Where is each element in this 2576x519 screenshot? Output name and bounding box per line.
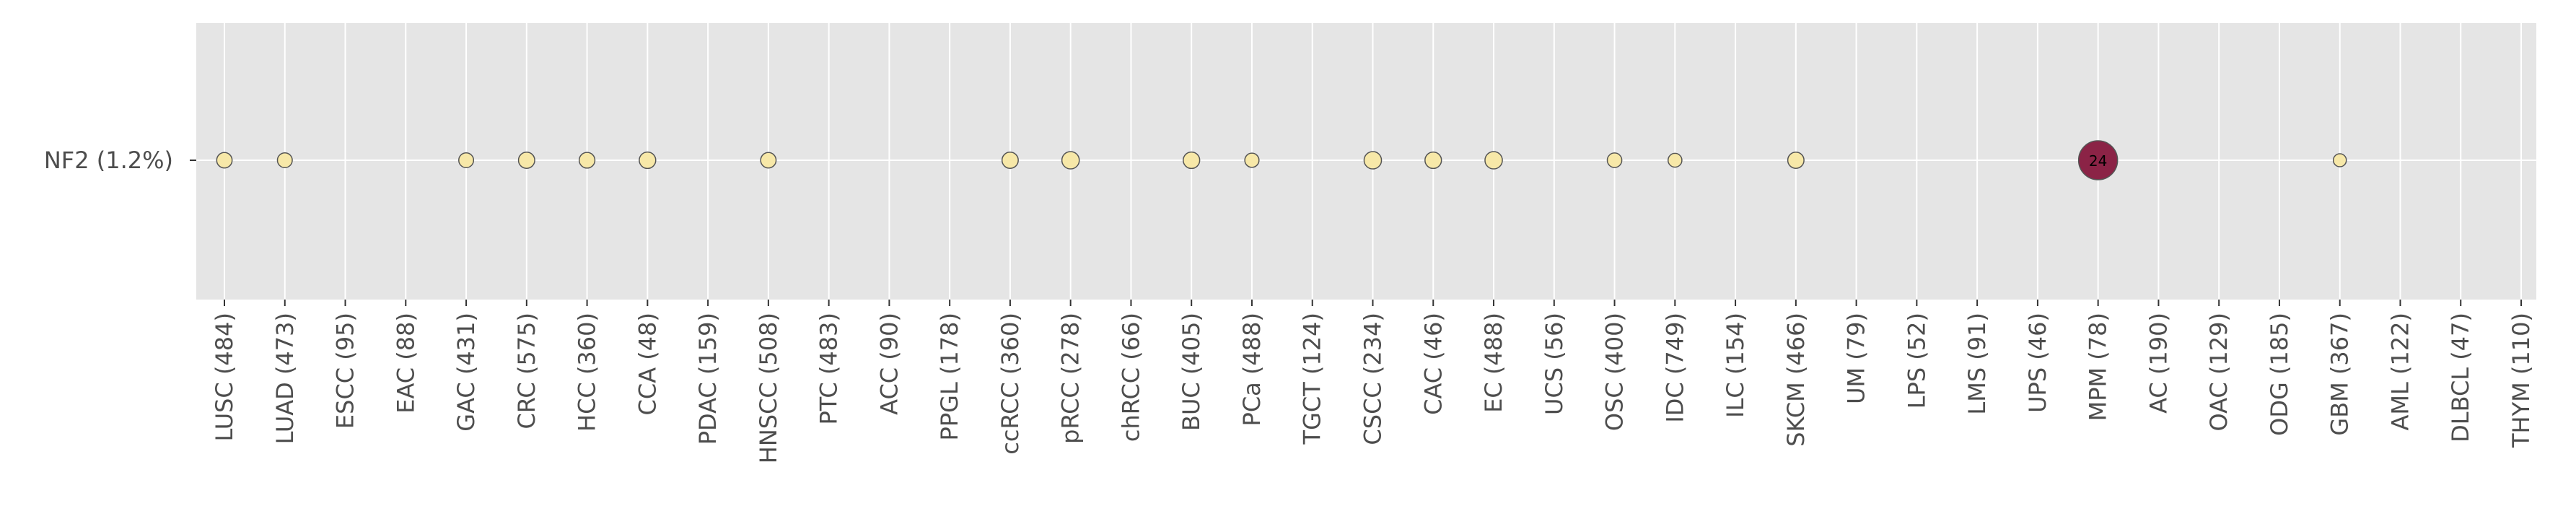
- x-tick-label: PTC (483): [815, 313, 843, 425]
- bubbles: 24: [216, 140, 2347, 180]
- bubble: [2332, 153, 2347, 167]
- x-tick-label: PDAC (159): [694, 313, 722, 445]
- axis-ticks: [190, 160, 2522, 306]
- x-tick-label: MPM (78): [2085, 313, 2112, 421]
- x-tick-label: ESCC (95): [332, 313, 359, 429]
- bubble: [1244, 152, 1260, 168]
- bubble: [1606, 152, 1623, 168]
- x-tick-label: AML (122): [2386, 313, 2414, 431]
- x-tick-label: OSC (400): [1601, 313, 1629, 431]
- x-tick-label: PCa (488): [1238, 313, 1266, 426]
- bubble: [1424, 151, 1442, 170]
- x-tick-label: UPS (46): [2024, 313, 2051, 413]
- x-tick-label: ccRCC (360): [996, 313, 1024, 455]
- x-tick-label: ACC (90): [875, 313, 903, 415]
- row-labels: NF2 (1.2%): [44, 147, 173, 174]
- x-tick-label: LPS (52): [1903, 313, 1930, 409]
- x-tick-label: THYM (110): [2507, 313, 2535, 448]
- x-tick-label: PPGL (178): [936, 313, 963, 440]
- x-tick-label: UCS (56): [1541, 313, 1568, 415]
- x-tick-label: LUAD (473): [271, 313, 299, 444]
- bubble: [760, 152, 777, 169]
- x-tick-label: LMS (91): [1963, 313, 1991, 415]
- bubble: [578, 152, 596, 169]
- x-tick-label: HNSCC (508): [755, 313, 782, 463]
- x-tick-label: CAC (46): [1419, 313, 1447, 415]
- bubble: [1484, 151, 1503, 170]
- bubble: [517, 152, 535, 169]
- x-tick-label: GAC (431): [452, 313, 480, 432]
- x-tick-label: UM (79): [1843, 313, 1870, 404]
- x-tick-label: ILC (154): [1722, 313, 1749, 418]
- x-tick-label: DLBCL (47): [2447, 313, 2474, 442]
- x-tick-label: GBM (367): [2326, 313, 2354, 436]
- bubble: [1001, 152, 1019, 169]
- x-tick-label: CCA (48): [634, 313, 661, 415]
- bubble: [1363, 151, 1383, 170]
- x-tick-label: chRCC (66): [1117, 313, 1144, 442]
- bubble: [1061, 151, 1080, 170]
- bubble: [216, 152, 233, 169]
- x-tick-label: pRCC (278): [1057, 313, 1085, 444]
- x-tick-label: OAC (129): [2205, 313, 2233, 432]
- x-tick-label: ODG (185): [2266, 313, 2293, 436]
- column-labels: LUSC (484) LUAD (473) ESCC (95) EAC (88) GAC…: [211, 313, 2535, 463]
- y-tick-label: NF2 (1.2%): [44, 147, 173, 174]
- x-tick-label: EC (488): [1480, 313, 1507, 413]
- x-tick-label: HCC (360): [574, 313, 601, 432]
- x-tick-label: TGCT (124): [1299, 313, 1326, 445]
- x-tick-label: CRC (575): [513, 313, 540, 429]
- bubble: [1787, 152, 1805, 169]
- x-tick-label: SKCM (466): [1782, 313, 1810, 447]
- x-tick-label: CSCC (234): [1359, 313, 1387, 445]
- x-tick-label: AC (190): [2145, 313, 2172, 414]
- x-tick-label: LUSC (484): [211, 313, 238, 442]
- bubble: [1183, 151, 1201, 170]
- x-tick-label: BUC (405): [1178, 313, 1205, 431]
- bubble-value-label: 24: [2089, 152, 2107, 170]
- x-tick-label: EAC (88): [392, 313, 419, 414]
- bubble: [2077, 140, 2119, 180]
- bubble: [276, 152, 293, 169]
- bubble: [639, 151, 657, 170]
- x-tick-label: IDC (749): [1661, 313, 1688, 423]
- bubble: [1667, 152, 1683, 168]
- bubble: [458, 152, 475, 169]
